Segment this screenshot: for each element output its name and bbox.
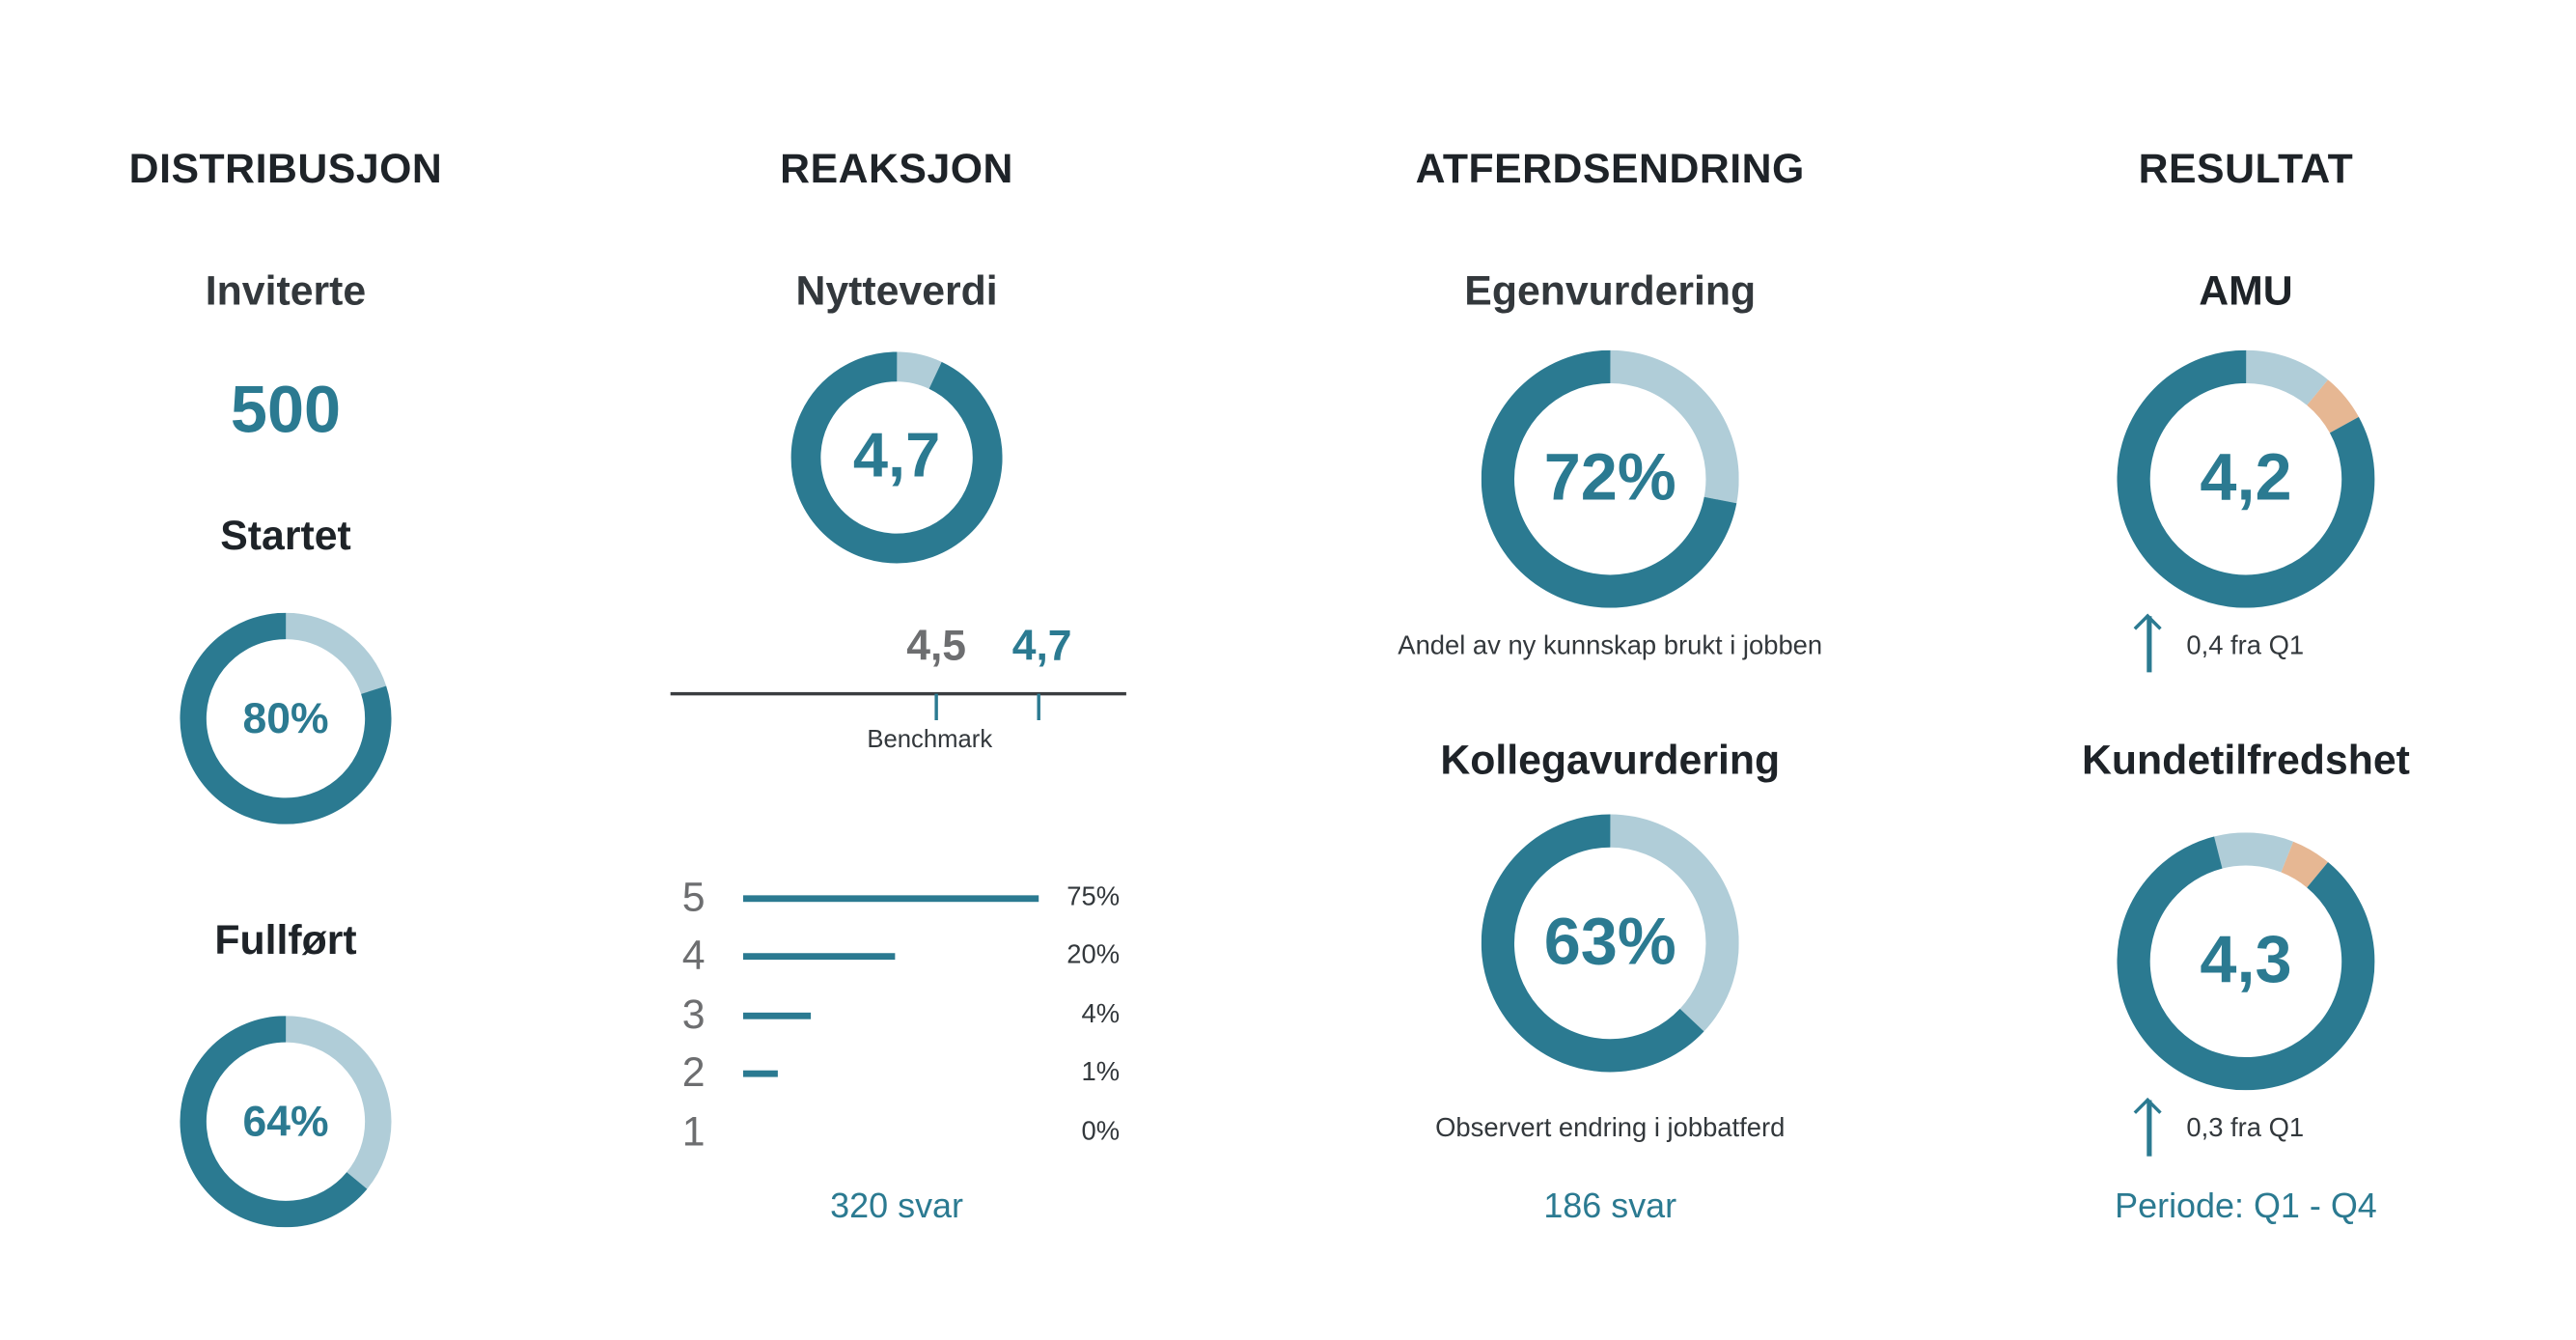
benchmark-label: Benchmark	[867, 725, 993, 755]
invited-value: 500	[230, 374, 342, 447]
rating-bar	[742, 1012, 812, 1019]
donut-svg	[180, 612, 392, 824]
egenvurdering-value: 72%	[1543, 441, 1676, 515]
rating-percent: 75%	[1066, 883, 1121, 912]
benchmark-tick	[934, 693, 937, 720]
period-label: Periode: Q1 - Q4	[2115, 1187, 2377, 1226]
egenvurdering-donut: 72%	[1481, 349, 1739, 608]
benchmark-axis	[670, 691, 1126, 696]
kollegavurdering-label: Kollegavurdering	[1440, 737, 1781, 784]
nytteverdi-label: Nytteverdi	[795, 268, 998, 315]
kundetilfredshet-value: 4,3	[2200, 924, 2292, 997]
rating-percent: 4%	[1081, 1000, 1121, 1029]
donut-svg	[790, 351, 1003, 564]
rating-percent: 0%	[1081, 1118, 1121, 1147]
header-atferdsendring: ATFERDSENDRING	[1415, 146, 1805, 193]
egenvurdering-caption: Andel av ny kunnskap brukt i jobben	[1398, 632, 1823, 661]
rating-percent: 20%	[1066, 941, 1121, 970]
kollegavurdering-donut: 63%	[1481, 814, 1739, 1073]
donut-svg	[2117, 832, 2375, 1091]
score-tick	[1037, 693, 1040, 720]
amu-donut: 4,2	[2117, 349, 2375, 608]
reaksjon-responses: 320 svar	[830, 1187, 963, 1226]
donut-segment	[1481, 349, 1739, 608]
header-distribusjon: DISTRIBUSJON	[128, 146, 443, 193]
donut-segment	[180, 1016, 392, 1228]
donut-svg	[1481, 349, 1739, 608]
started-value: 80%	[242, 692, 329, 743]
donut-svg	[1481, 814, 1739, 1073]
completed-donut: 64%	[180, 1016, 392, 1228]
rating-label: 5	[681, 874, 706, 921]
started-label: Startet	[220, 513, 351, 560]
benchmark-value: 4,5	[906, 620, 967, 670]
rating-bar	[742, 1070, 778, 1077]
egenvurdering-label: Egenvurdering	[1464, 268, 1757, 315]
nytteverdi-value: 4,7	[852, 422, 941, 492]
nytteverdi-donut: 4,7	[790, 351, 1003, 564]
amu-value: 4,2	[2200, 441, 2292, 515]
donut-segment	[2117, 349, 2375, 608]
invited-label: Inviterte	[205, 268, 367, 315]
donut-segment	[1481, 814, 1739, 1073]
kundetilfredshet-donut: 4,3	[2117, 832, 2375, 1091]
header-resultat: RESULTAT	[2138, 146, 2354, 193]
completed-label: Fullført	[214, 917, 357, 964]
donut-svg	[2117, 349, 2375, 608]
header-reaksjon: REAKSJON	[780, 146, 1013, 193]
kollegavurdering-caption: Observert endring i jobbatferd	[1435, 1114, 1786, 1144]
arrow-up-icon	[2147, 616, 2151, 673]
donut-svg	[180, 1016, 392, 1228]
kundetilfredshet-change: 0,3 fra Q1	[2186, 1114, 2305, 1144]
rating-bar	[742, 953, 897, 961]
rating-bar	[742, 895, 1039, 903]
rating-label: 2	[681, 1049, 706, 1097]
rating-label: 3	[681, 991, 706, 1039]
kollegavurdering-value: 63%	[1543, 906, 1676, 979]
arrow-up-icon	[2147, 1100, 2151, 1157]
amu-change: 0,4 fra Q1	[2186, 632, 2305, 661]
donut-segment	[2117, 349, 2375, 608]
kundetilfredshet-label: Kundetilfredshet	[2082, 737, 2410, 784]
rating-percent: 1%	[1081, 1058, 1121, 1087]
atferd-responses: 186 svar	[1543, 1187, 1677, 1226]
amu-label: AMU	[2199, 268, 2293, 315]
started-donut: 80%	[180, 612, 392, 824]
rating-label: 4	[681, 932, 706, 979]
rating-label: 1	[681, 1108, 706, 1156]
completed-value: 64%	[242, 1096, 329, 1146]
score-value: 4,7	[1011, 620, 1072, 670]
